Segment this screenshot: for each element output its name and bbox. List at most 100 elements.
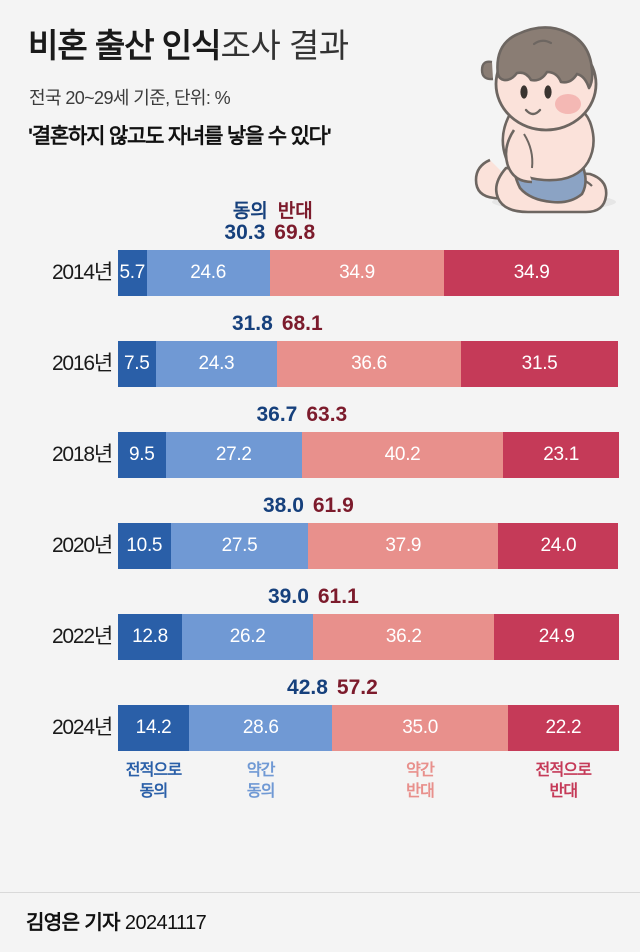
row-total-oppose: 61.1 — [317, 585, 359, 608]
row-year-label: 2024년 — [51, 716, 113, 739]
row-totals: 39.0 61.1 — [243, 585, 383, 611]
survey-question: '결혼하지 않고도 자녀를 낳을 수 있다' — [28, 125, 332, 148]
bar-segment-value: 7.5 — [124, 353, 150, 374]
bar-segment-value: 24.6 — [190, 262, 226, 283]
bar-segment[interactable]: 27.2 — [165, 432, 302, 478]
bar-segment[interactable]: 24.3 — [155, 341, 278, 387]
legend-item[interactable]: 전적으로 반대 — [503, 760, 623, 802]
header: 비혼 출산 인식조사 결과 전국 20~29세 기준, 단위: % '결혼하지 … — [0, 0, 640, 214]
bar-segment[interactable]: 40.2 — [301, 432, 504, 478]
bar-segment-value: 40.2 — [384, 444, 421, 465]
bar-segment-value: 34.9 — [339, 262, 375, 283]
row-total-oppose: 57.2 — [336, 676, 378, 699]
row-totals: 42.8 57.2 — [262, 676, 402, 702]
legend-item-label: 약간 동의 — [246, 762, 276, 800]
row-year-label: 2020년 — [51, 534, 113, 557]
row-total-oppose: 68.1 — [281, 312, 323, 335]
bar-segment[interactable]: 5.7 — [118, 250, 147, 296]
footer-divider — [0, 892, 640, 893]
row-year-label: 2014년 — [51, 261, 113, 284]
row-total-agree: 31.8 — [231, 312, 273, 335]
bar-segment-value: 34.9 — [513, 262, 550, 283]
legend-item-label: 약간 반대 — [406, 762, 435, 800]
bar-segment-value: 10.5 — [126, 535, 163, 556]
bar-segment[interactable]: 26.2 — [182, 614, 314, 660]
stacked-bar: 7.5 24.3 36.6 31.5 — [118, 341, 619, 387]
bar-segment[interactable]: 36.6 — [277, 341, 461, 387]
stacked-bar-chart: 동의 반대 2014년 30.3 69.8 5.7 24.6 34.9 34.9 2016년 3… — [0, 186, 640, 756]
row-total-oppose: 69.8 — [274, 221, 316, 244]
bar-segment-value: 27.5 — [221, 535, 258, 556]
bar-segment-value: 35.0 — [402, 717, 438, 738]
bar-segment-value: 23.1 — [543, 444, 579, 465]
bar-segment-value: 26.2 — [229, 626, 266, 647]
bar-segment[interactable]: 14.2 — [118, 705, 190, 751]
row-total-oppose: 63.3 — [306, 403, 348, 426]
row-totals: 38.0 61.9 — [238, 494, 378, 520]
legend-item[interactable]: 약간 반대 — [360, 760, 480, 802]
chart-row: 2020년 38.0 61.9 10.5 27.5 37.9 24.0 — [0, 494, 640, 569]
bar-segment-value: 36.6 — [351, 353, 387, 374]
chart-row: 2016년 31.8 68.1 7.5 24.3 36.6 31.5 — [0, 312, 640, 387]
reporter-name: 김영은 기자 — [26, 912, 121, 934]
bar-segment[interactable]: 28.6 — [189, 705, 333, 751]
row-total-agree: 39.0 — [268, 585, 309, 608]
bar-segment[interactable]: 35.0 — [332, 705, 508, 751]
row-totals: 36.7 63.3 — [232, 403, 372, 429]
chart-row: 2022년 39.0 61.1 12.8 26.2 36.2 24.9 — [0, 585, 640, 660]
byline: 김영은 기자 20241117 — [26, 906, 207, 935]
chart-legend: 전적으로 동의 약간 동의 약간 반대 전적으로 반대 — [0, 760, 640, 822]
bar-segment[interactable]: 31.5 — [460, 341, 619, 387]
footer: 연합뉴스 자료: 통계청 — [0, 830, 640, 892]
row-year-label: 2016년 — [51, 352, 113, 375]
bar-segment-value: 36.2 — [385, 626, 422, 647]
bar-segment[interactable]: 23.1 — [503, 432, 619, 478]
title-emphasis: 비혼 출산 인식 — [28, 27, 221, 64]
chart-row: 2014년 30.3 69.8 5.7 24.6 34.9 34.9 — [0, 221, 640, 296]
bar-segment-value: 12.8 — [132, 626, 168, 647]
bar-segment-value: 31.5 — [521, 353, 558, 374]
bar-segment[interactable]: 10.5 — [118, 523, 171, 569]
chart-row: 2024년 42.8 57.2 14.2 28.6 35.0 22.2 — [0, 676, 640, 751]
row-year-label: 2022년 — [51, 625, 113, 648]
bar-segment[interactable]: 9.5 — [118, 432, 166, 478]
bar-segment[interactable]: 24.9 — [494, 614, 619, 660]
bar-segment-value: 24.0 — [540, 535, 577, 556]
stacked-bar: 10.5 27.5 37.9 24.0 — [118, 523, 619, 569]
chart-row: 2018년 36.7 63.3 9.5 27.2 40.2 23.1 — [0, 403, 640, 478]
bar-segment-value: 24.9 — [538, 626, 575, 647]
title-remainder: 조사 결과 — [220, 27, 350, 64]
bar-segment[interactable]: 22.2 — [507, 705, 619, 751]
bar-segment-value: 27.2 — [215, 444, 252, 465]
stacked-bar: 12.8 26.2 36.2 24.9 — [118, 614, 619, 660]
bar-segment[interactable]: 34.9 — [444, 250, 620, 296]
bar-segment-value: 9.5 — [129, 444, 155, 465]
bar-segment[interactable]: 24.0 — [498, 523, 619, 569]
page-title: 비혼 출산 인식조사 결과 — [28, 26, 349, 66]
bar-segment[interactable]: 37.9 — [308, 523, 499, 569]
stacked-bar: 5.7 24.6 34.9 34.9 — [118, 250, 620, 296]
subtitle: 전국 20~29세 기준, 단위: % — [29, 88, 231, 108]
legend-item[interactable]: 약간 동의 — [201, 760, 321, 802]
bar-segment-value: 5.7 — [119, 262, 146, 283]
row-total-agree: 38.0 — [263, 494, 304, 517]
bar-segment[interactable]: 12.8 — [118, 614, 183, 660]
bar-segment[interactable]: 34.9 — [269, 250, 445, 296]
bar-segment[interactable]: 27.5 — [170, 523, 309, 569]
legend-item-label: 전적으로 동의 — [125, 762, 182, 800]
row-total-agree: 42.8 — [287, 676, 328, 699]
bar-segment-value: 24.3 — [198, 353, 235, 374]
bar-segment-value: 14.2 — [135, 717, 172, 738]
bar-segment[interactable]: 36.2 — [313, 614, 495, 660]
bar-segment[interactable]: 7.5 — [118, 341, 156, 387]
bar-segment[interactable]: 24.6 — [146, 250, 270, 296]
baby-illustration — [474, 26, 616, 214]
row-totals: 31.8 68.1 — [207, 312, 347, 338]
publish-date: 20241117 — [119, 912, 207, 934]
row-year-label: 2018년 — [51, 443, 113, 466]
bar-segment-value: 22.2 — [545, 717, 582, 738]
bar-segment-value: 28.6 — [242, 717, 279, 738]
legend-item[interactable]: 전적으로 동의 — [94, 760, 214, 802]
column-header-agree: 동의 — [232, 201, 268, 222]
